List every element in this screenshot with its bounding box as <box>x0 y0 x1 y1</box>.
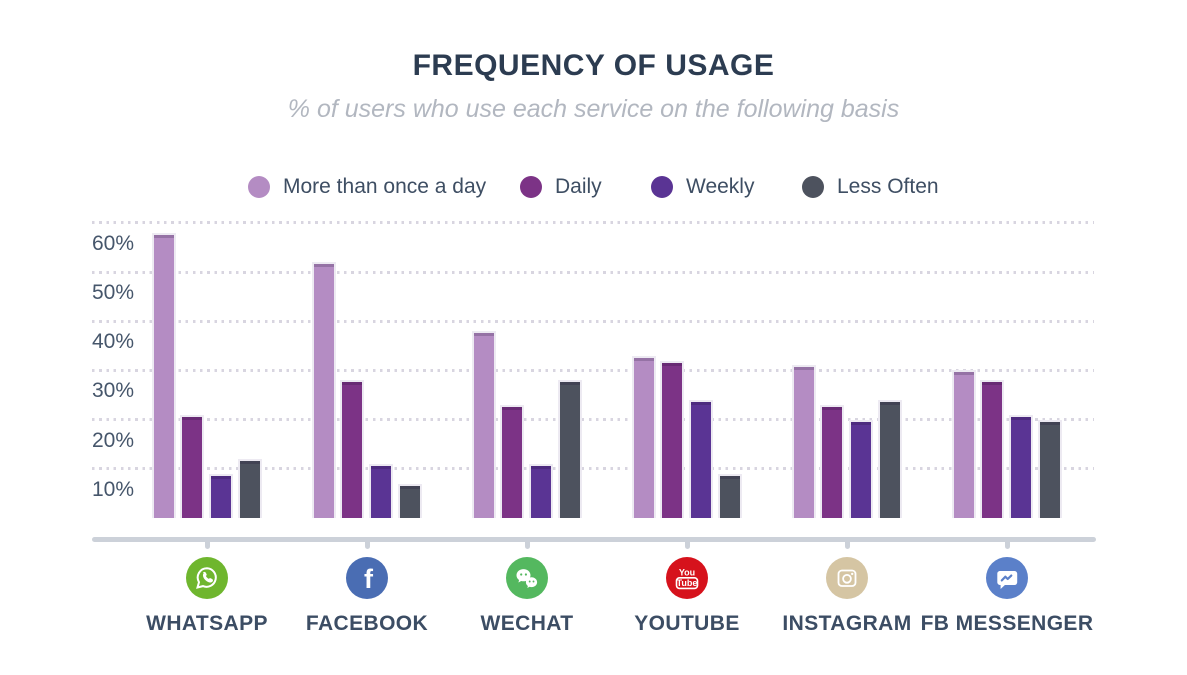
y-axis-tick-label: 30% <box>92 379 135 403</box>
x-axis-tick <box>204 539 210 549</box>
bar-youtube-less-often <box>717 473 742 518</box>
legend-label: More than once a day <box>283 175 487 198</box>
y-axis-tick-label: 60% <box>92 231 135 255</box>
legend-dot-icon <box>520 176 542 198</box>
legend-item-weekly: Weekly <box>651 175 755 198</box>
page-title: FREQUENCY OF USAGE <box>412 49 775 82</box>
service-label-wechat: WECHAT <box>480 612 574 635</box>
service-label-fb-messenger: FB MESSENGER <box>920 612 1094 635</box>
page-subtitle: % of users who use each service on the f… <box>287 95 900 123</box>
x-axis-tick <box>684 539 690 549</box>
bar-fb-messenger-more-than-once-a-day <box>951 370 976 518</box>
bar-whatsapp-daily <box>180 414 205 518</box>
y-axis-tick-label: 40% <box>92 330 135 354</box>
y-axis-tick-label: 50% <box>92 281 135 304</box>
legend-dot-icon <box>651 176 673 198</box>
bar-fb-messenger-weekly <box>1009 414 1034 518</box>
service-label-facebook: FACEBOOK <box>305 612 429 635</box>
bar-instagram-more-than-once-a-day <box>791 365 816 518</box>
bar-youtube-more-than-once-a-day <box>631 355 656 518</box>
svg-text:f: f <box>364 564 374 594</box>
bar-whatsapp-more-than-once-a-day <box>151 232 176 518</box>
bar-facebook-more-than-once-a-day <box>311 262 336 518</box>
x-axis-line <box>92 537 1096 542</box>
instagram-icon <box>826 557 868 599</box>
gridline-20 <box>92 418 1094 422</box>
gridline-40 <box>92 319 1094 323</box>
y-axis-tick-label: 10% <box>92 477 135 501</box>
bar-youtube-weekly <box>689 399 714 518</box>
wechat-icon <box>506 557 548 599</box>
gridline-60 <box>92 221 1094 225</box>
gridline-10 <box>92 467 1094 471</box>
x-axis-tick <box>364 539 370 549</box>
bar-facebook-weekly <box>369 463 394 518</box>
gridline-30 <box>92 368 1094 372</box>
x-axis-tick <box>524 539 530 549</box>
bar-instagram-less-often <box>877 399 902 518</box>
bar-wechat-less-often <box>557 380 582 518</box>
x-axis-tick <box>844 539 850 549</box>
x-axis-tick <box>1004 539 1010 549</box>
gridline-50 <box>92 270 1094 274</box>
legend-label: Less Often <box>837 175 939 198</box>
bar-wechat-more-than-once-a-day <box>471 331 496 518</box>
svg-text:You: You <box>679 568 695 578</box>
bar-wechat-weekly <box>529 463 554 518</box>
bar-instagram-weekly <box>849 419 874 518</box>
youtube-icon: You Tube <box>666 557 708 599</box>
bar-whatsapp-less-often <box>237 458 262 518</box>
legend-label: Daily <box>555 175 602 198</box>
legend-item-daily: Daily <box>520 175 602 198</box>
facebook-icon: f <box>346 557 388 599</box>
legend-dot-icon <box>802 176 824 198</box>
legend-item-more-than-once-a-day: More than once a day <box>248 175 487 198</box>
bar-whatsapp-weekly <box>209 473 234 518</box>
whatsapp-icon <box>186 557 228 599</box>
legend-item-less-often: Less Often <box>802 175 939 198</box>
legend-dot-icon <box>248 176 270 198</box>
bar-fb-messenger-daily <box>980 380 1005 518</box>
bar-fb-messenger-less-often <box>1037 419 1062 518</box>
bar-instagram-daily <box>820 404 845 518</box>
service-label-whatsapp: WHATSAPP <box>146 612 268 635</box>
svg-text:Tube: Tube <box>677 578 698 588</box>
y-axis-tick-label: 20% <box>92 428 135 452</box>
bar-wechat-daily <box>500 404 525 518</box>
bar-facebook-less-often <box>397 483 422 518</box>
legend-label: Weekly <box>686 175 755 198</box>
bar-facebook-daily <box>340 380 365 518</box>
bar-youtube-daily <box>660 360 685 518</box>
fb-messenger-icon <box>986 557 1028 599</box>
service-label-instagram: INSTAGRAM <box>782 612 912 635</box>
service-label-youtube: YOUTUBE <box>634 612 740 635</box>
